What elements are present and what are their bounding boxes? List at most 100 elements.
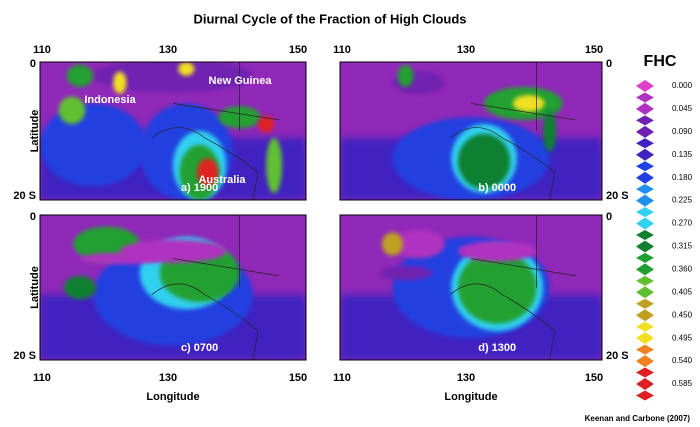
region-label: Australia [198, 174, 246, 186]
coastline [449, 215, 576, 360]
lat-tick-label: 20 S [606, 350, 629, 362]
lon-tick-label: 110 [333, 372, 351, 384]
colorbar-label: 0.450 [672, 310, 693, 319]
colorbar-label: 0.360 [672, 264, 693, 273]
colorbar-label: 0.405 [672, 287, 693, 296]
colorbar-label: 0.225 [672, 196, 693, 205]
map-panel [340, 62, 602, 200]
lon-tick-label: 130 [159, 372, 177, 384]
lon-tick-label: 130 [457, 372, 475, 384]
colorbar-swatch [636, 171, 654, 184]
colorbar-title: FHC [644, 53, 677, 70]
coastline [151, 62, 280, 200]
coastline [151, 215, 280, 360]
colorbar-swatch [636, 184, 654, 195]
colorbar-swatch [636, 275, 654, 286]
title: Diurnal Cycle of the Fraction of High Cl… [193, 11, 466, 26]
colorbar-label: 0.315 [672, 242, 693, 251]
credit: Keenan and Carbone (2007) [585, 414, 691, 423]
coastline [449, 62, 576, 200]
lon-tick-label: 150 [289, 372, 307, 384]
cloud-field [93, 62, 253, 93]
x-axis-label: Longitude [444, 391, 497, 403]
colorbar-swatch [636, 207, 654, 218]
cloud-field [266, 137, 283, 194]
colorbar-swatch [636, 309, 654, 322]
cloud-field [113, 71, 127, 94]
lat-tick-label: 20 S [606, 190, 629, 202]
lat-tick-label: 0 [30, 58, 36, 70]
colorbar-swatch [636, 161, 654, 172]
panel-frame [339, 214, 603, 361]
colorbar-swatch [636, 378, 654, 390]
panel-frame [39, 61, 307, 201]
cloud-field [381, 232, 403, 256]
colorbar-label: 0.270 [672, 219, 693, 228]
y-axis-label: Latitude [29, 110, 41, 153]
cloud-field [457, 241, 537, 262]
cloud-field [392, 229, 445, 259]
lon-tick-label: 110 [333, 44, 351, 56]
cloud-field [66, 64, 94, 87]
colorbar-swatch [636, 321, 654, 332]
panel-label: d) 1300 [478, 342, 516, 354]
lat-tick-label: 20 S [13, 190, 36, 202]
colorbar-swatch [636, 217, 654, 230]
lon-tick-label: 130 [159, 44, 177, 56]
region-label: Indonesia [84, 94, 136, 106]
cloud-field [397, 64, 414, 87]
cloud-field [196, 158, 219, 187]
lat-tick-label: 0 [606, 211, 612, 223]
colorbar-swatch [636, 263, 654, 276]
lon-tick-label: 150 [289, 44, 307, 56]
lat-tick-label: 0 [30, 211, 36, 223]
colorbar-swatch [636, 138, 654, 149]
cloud-field [79, 252, 160, 265]
colorbar-swatch [636, 194, 654, 207]
colorbar-swatch [636, 355, 654, 368]
lon-tick-label: 110 [33, 44, 51, 56]
cloud-field [543, 110, 557, 152]
panel-frame [339, 61, 603, 201]
colorbar-swatch [636, 298, 654, 309]
cloud-field [40, 103, 147, 187]
colorbar-swatch [636, 115, 654, 126]
colorbar-label: 0.540 [672, 356, 693, 365]
colorbar-swatch [636, 390, 654, 401]
panel-frame [39, 214, 307, 361]
x-axis-label: Longitude [146, 391, 199, 403]
colorbar-swatch [636, 240, 654, 253]
colorbar-swatch [636, 230, 654, 240]
colorbar-swatch [636, 80, 654, 92]
colorbar-label: 0.045 [672, 104, 693, 113]
cloud-field [457, 133, 511, 189]
lon-tick-label: 130 [457, 44, 475, 56]
cloud-field [512, 95, 545, 112]
colorbar-swatch [636, 344, 654, 355]
cloud-field [258, 115, 275, 133]
colorbar-swatch [636, 102, 654, 115]
colorbar-label: 0.090 [672, 127, 693, 136]
lat-tick-label: 20 S [13, 350, 36, 362]
lon-tick-label: 110 [33, 372, 51, 384]
colorbar-swatch [636, 148, 654, 161]
panel-label: b) 0000 [478, 182, 516, 194]
lat-tick-label: 0 [606, 58, 612, 70]
colorbar-label: 0.135 [672, 150, 693, 159]
colorbar-label: 0.495 [672, 333, 693, 342]
colorbar-label: 0.585 [672, 379, 693, 388]
colorbar-swatch [636, 92, 654, 103]
colorbar-swatch [636, 252, 654, 263]
colorbar-swatch [636, 367, 654, 378]
cloud-field [63, 275, 96, 300]
map-panel [40, 215, 306, 360]
y-axis-label: Latitude [29, 266, 41, 309]
colorbar-swatch [636, 286, 654, 299]
colorbar-label: 0.000 [672, 81, 693, 90]
colorbar-swatch [636, 125, 654, 138]
map-panel [40, 62, 306, 200]
panel-label: c) 0700 [181, 342, 218, 354]
region-label: New Guinea [209, 75, 273, 87]
colorbar-swatch [636, 332, 654, 345]
